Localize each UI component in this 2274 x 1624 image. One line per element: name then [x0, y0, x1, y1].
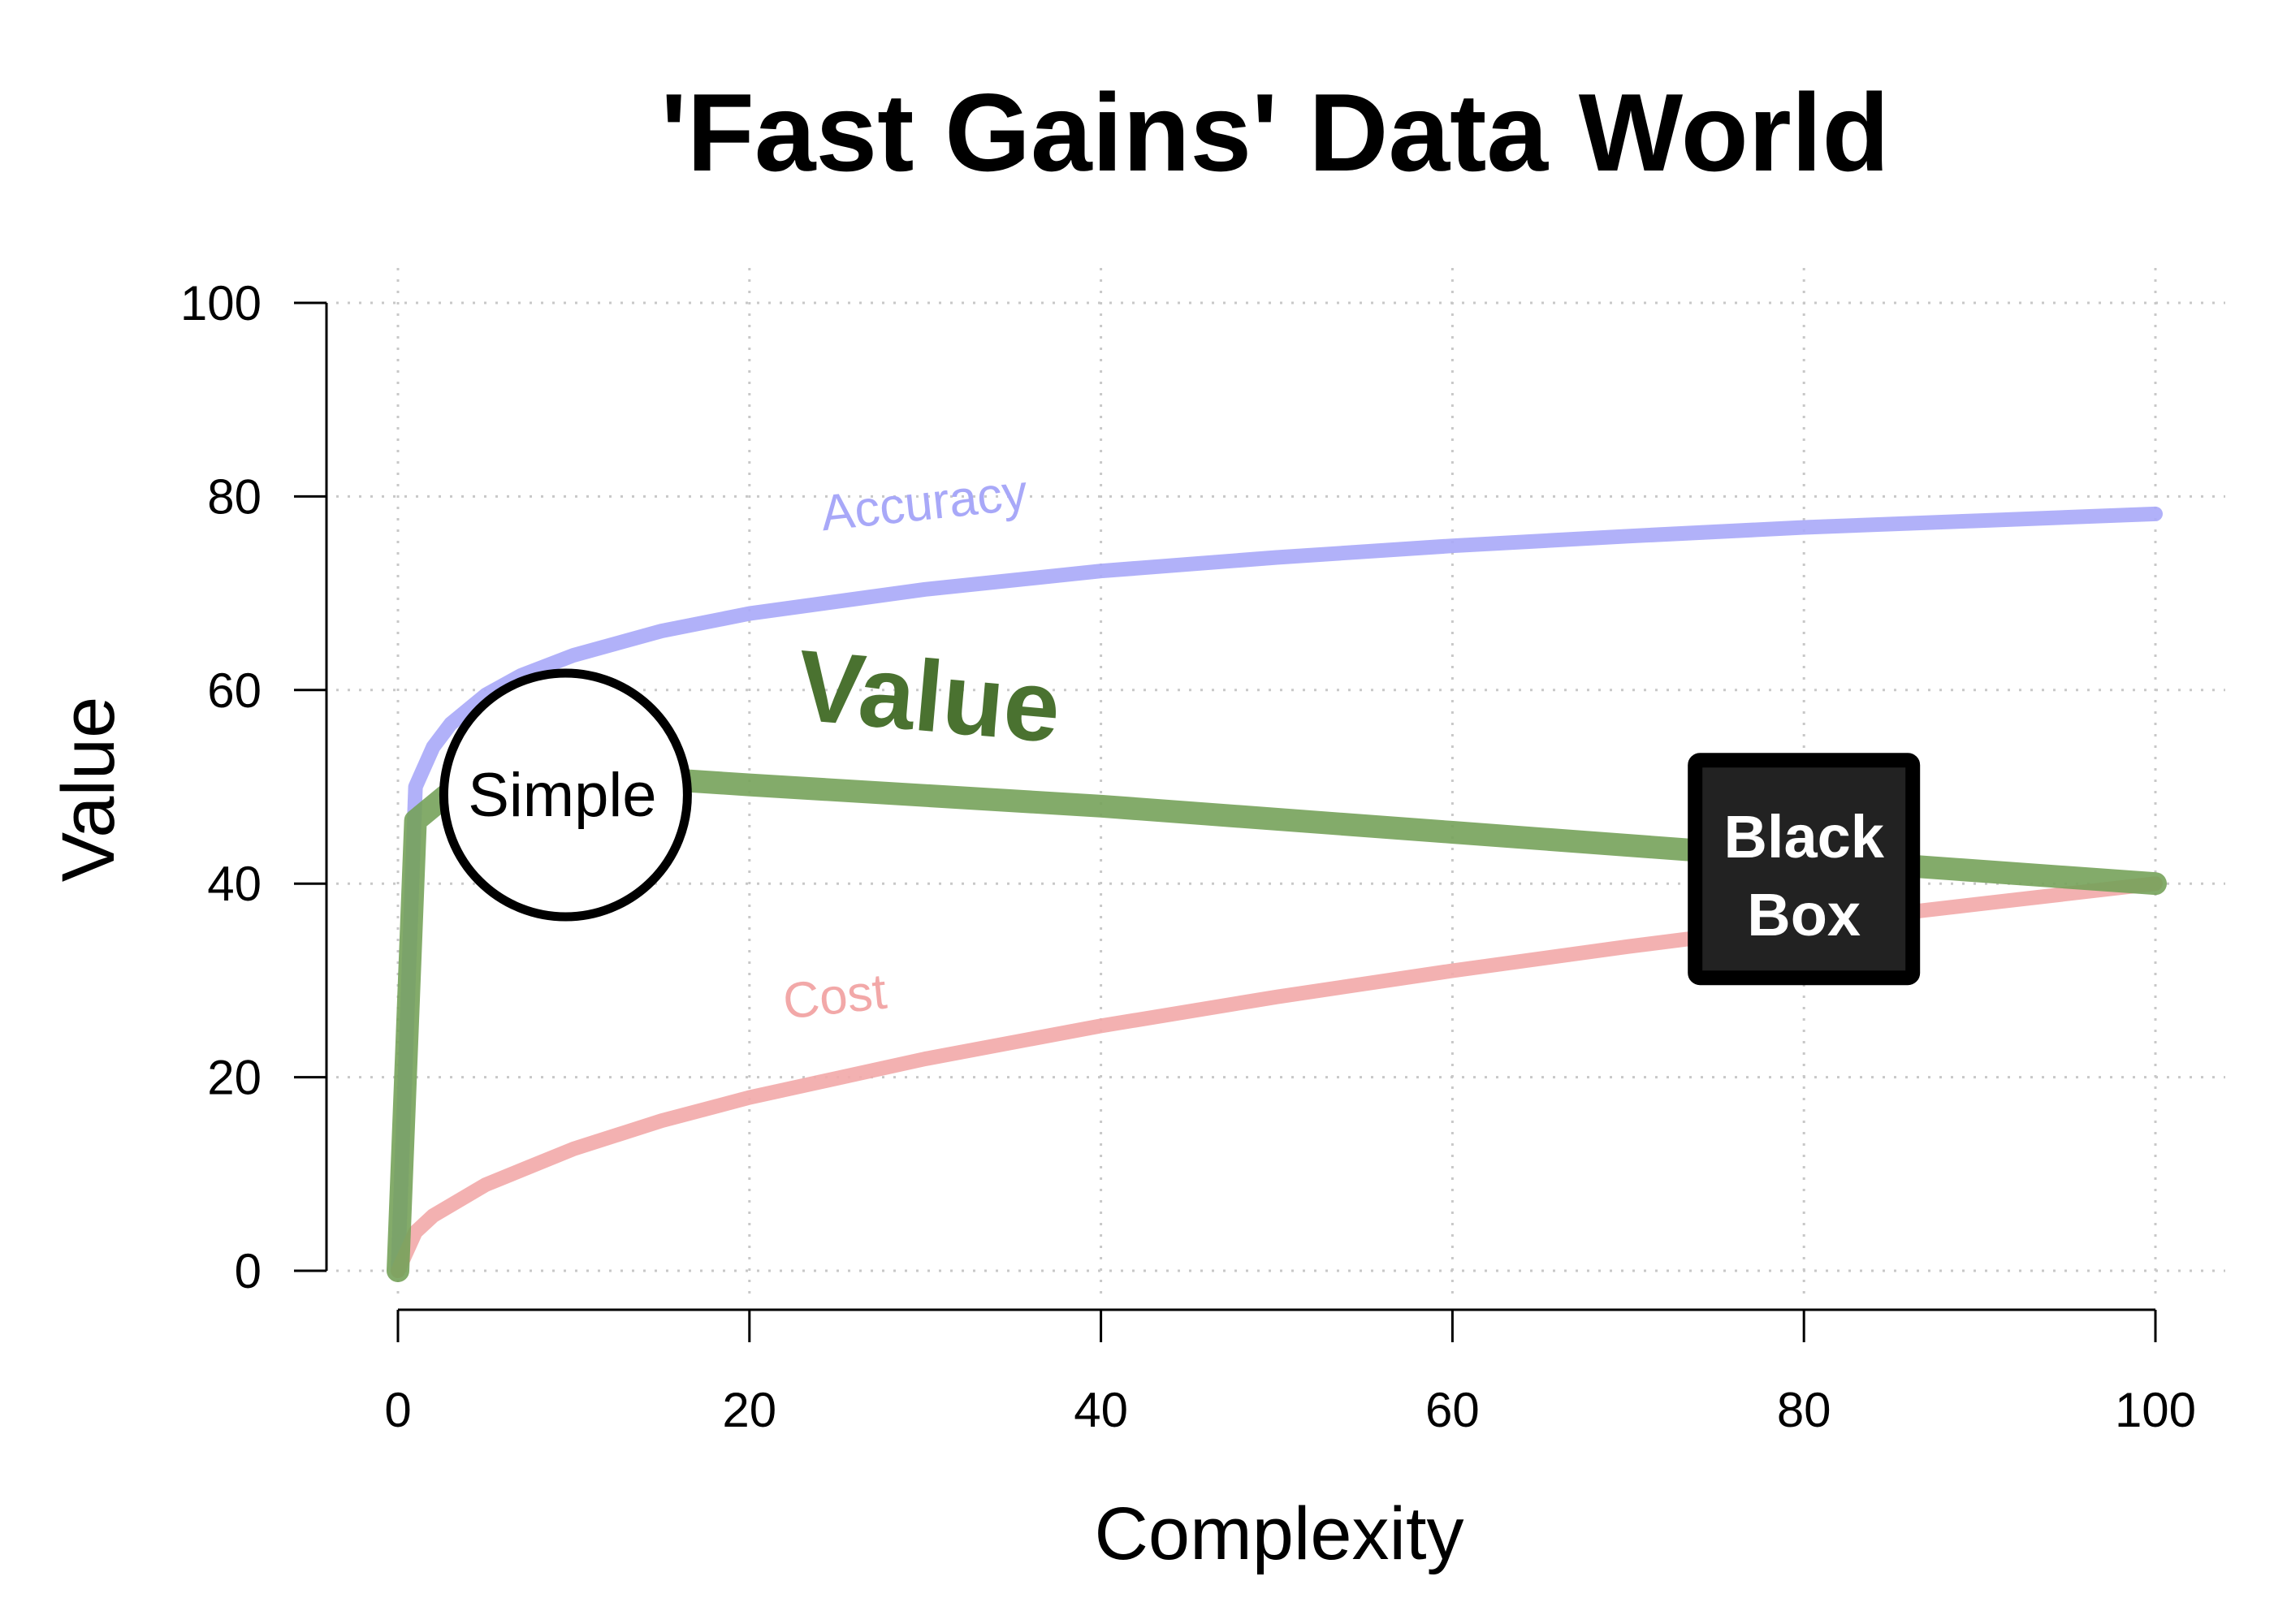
value-series-label: Value: [793, 629, 1065, 764]
accuracy-line: [391, 506, 2163, 1278]
x-tick-label: 20: [722, 1383, 776, 1437]
simple-marker: [439, 668, 692, 922]
black-box-marker: [1688, 753, 1921, 986]
chart-title: 'Fast Gains' Data World: [660, 71, 1889, 194]
x-tick-label: 60: [1425, 1383, 1480, 1437]
x-tick-label: 0: [384, 1383, 411, 1437]
cost-series-label: Cost: [780, 964, 889, 1030]
y-tick-label: 80: [207, 469, 262, 524]
y-tick-label: 100: [180, 276, 262, 330]
y-tick-label: 40: [207, 857, 262, 911]
grid: [325, 268, 2225, 1299]
y-tick-label: 20: [207, 1051, 262, 1105]
y-axis-label: Value: [47, 697, 130, 882]
black-box-label-line1: Black: [1723, 803, 1884, 870]
simple-label: Simple: [468, 761, 656, 830]
black-box-label-line2: Box: [1747, 881, 1861, 948]
x-tick-label: 40: [1074, 1383, 1128, 1437]
annotations: Simple Black Box: [439, 668, 1921, 986]
y-tick-label: 0: [235, 1244, 262, 1298]
x-tick-label: 100: [2115, 1383, 2196, 1437]
x-tick-label: 80: [1777, 1383, 1831, 1437]
axes: 0 20 40 60 80 100 0 20 40 60 80 100: [180, 276, 2196, 1437]
y-tick-label: 60: [207, 663, 262, 718]
x-axis-label: Complexity: [1094, 1492, 1463, 1575]
accuracy-series-label: Accuracy: [818, 464, 1030, 542]
